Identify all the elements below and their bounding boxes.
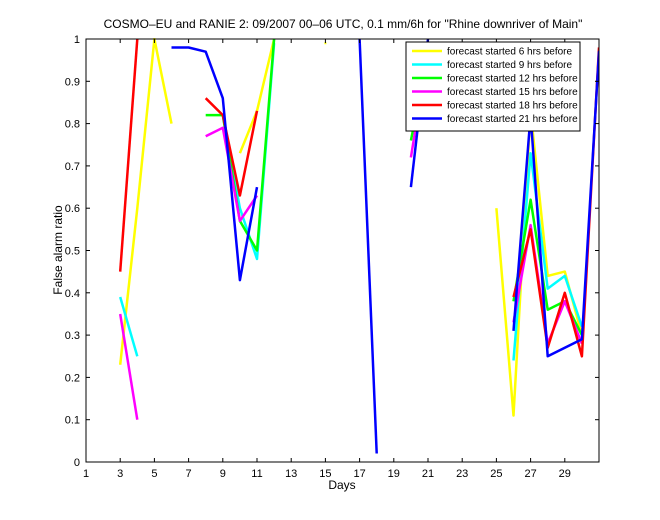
legend-label: forecast started 6 hrs before	[447, 47, 573, 58]
x-tick-label: 9	[220, 468, 226, 480]
x-tick-label: 29	[559, 468, 571, 480]
y-tick-label: 0.2	[65, 372, 80, 384]
y-tick-label: 0.6	[65, 203, 80, 215]
x-tick-label: 25	[490, 468, 502, 480]
legend-label: forecast started 12 hrs before	[447, 74, 578, 85]
y-axis-label: False alarm ratio	[51, 205, 65, 295]
x-tick-label: 15	[319, 468, 331, 480]
x-axis-label: Days	[328, 478, 355, 492]
series-line	[495, 109, 584, 417]
y-tick-label: 0.9	[65, 76, 80, 88]
x-tick-label: 7	[186, 468, 192, 480]
y-tick-label: 0.4	[65, 288, 80, 300]
legend-label: forecast started 9 hrs before	[447, 60, 573, 71]
series-line	[512, 151, 584, 361]
x-tick-label: 27	[524, 468, 536, 480]
series-layer	[118, 38, 599, 454]
chart-title: COSMO–EU and RANIE 2: 09/2007 00–06 UTC,…	[104, 17, 583, 31]
legend-label: forecast started 21 hrs before	[447, 114, 578, 125]
series-line	[205, 126, 259, 223]
y-tick-label: 0.3	[65, 330, 80, 342]
x-tick-label: 13	[285, 468, 297, 480]
legend: forecast started 6 hrs before forecast st…	[405, 41, 581, 132]
y-tick-label: 0.1	[65, 415, 80, 427]
series-line	[118, 38, 173, 365]
series-line	[204, 97, 259, 197]
legend-label: forecast started 15 hrs before	[447, 87, 578, 98]
series-point	[324, 42, 327, 45]
series-line	[118, 313, 139, 420]
y-tick-label: 0	[74, 457, 80, 469]
x-tick-label: 23	[456, 468, 468, 480]
x-tick-label: 5	[151, 468, 157, 480]
x-tick-label: 21	[422, 468, 434, 480]
y-tick-label: 0.7	[65, 161, 80, 173]
series-line	[118, 296, 139, 357]
y-tick-label: 0.8	[65, 119, 80, 131]
x-tick-label: 17	[353, 468, 365, 480]
y-tick-label: 1	[74, 34, 80, 46]
x-tick-label: 3	[117, 468, 123, 480]
axis-layer: 1 3 5 7 9 11 13 15 17 19 21 23 25 27 2900.10.20.30.40.…	[65, 34, 599, 480]
legend-label: forecast started 18 hrs before	[447, 101, 578, 112]
x-tick-label: 11	[251, 468, 262, 480]
legend-box	[405, 41, 581, 132]
series-line	[358, 38, 378, 454]
y-tick-label: 0.5	[65, 246, 80, 258]
series-line	[171, 46, 259, 282]
x-tick-label: 19	[388, 468, 400, 480]
series-line	[118, 38, 139, 272]
x-tick-label: 1	[83, 468, 89, 480]
